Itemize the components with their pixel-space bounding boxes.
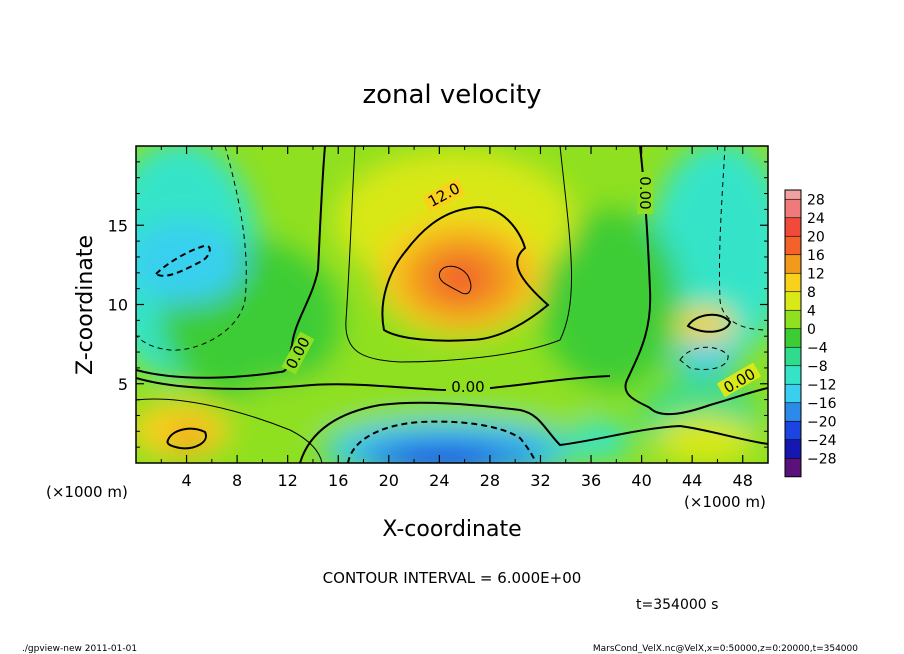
colorbar-segment (785, 402, 801, 422)
x-unit-note-right: (×1000 m) (684, 493, 766, 511)
x-tick-label: 4 (181, 471, 191, 490)
y-tick-label: 15 (108, 216, 128, 235)
colorbar-segment (785, 347, 801, 366)
x-tick-label: 32 (530, 471, 550, 490)
contour-lines (136, 146, 768, 463)
contour-neg-bottom (347, 420, 537, 463)
time-note: t=354000 s (636, 597, 718, 613)
colorbar-label: −20 (807, 414, 837, 430)
x-unit-note-left: (×1000 m) (46, 483, 128, 501)
footer-right: MarsCond_VelX.nc@VelX,x=0:50000,z=0:2000… (593, 644, 858, 654)
colorbar-frame (784, 189, 802, 478)
colorbar-label: 16 (807, 248, 825, 264)
colorbar-segment (785, 439, 801, 459)
colorbar-label: −8 (807, 359, 828, 375)
x-axis: 4 8 12 16 20 24 28 32 36 40 44 48 (160, 146, 753, 490)
contour-thin-1 (345, 146, 573, 363)
contour-thin-3 (718, 146, 768, 331)
colorbar-label: −12 (807, 377, 837, 393)
contour-thin-6 (686, 313, 732, 333)
x-tick-label: 40 (631, 471, 651, 490)
contour-zero-right (624, 146, 768, 416)
x-tick-label: 12 (278, 471, 298, 490)
contour-thin-2 (136, 146, 247, 351)
y-tick-label: 10 (108, 296, 128, 315)
contour-label-zero-1: 0.00 (451, 378, 484, 396)
colorbar-label: 28 (807, 192, 825, 208)
contour-thin-5 (166, 427, 207, 450)
colorbar-label: 24 (807, 211, 825, 227)
x-tick-label: 44 (682, 471, 702, 490)
colorbar-segment (785, 458, 801, 477)
colorbar-segment (785, 328, 801, 348)
colorbar: 28 24 20 16 12 8 4 0 −4 −8 −12 −16 −20 −24 −28 (784, 189, 837, 478)
colorbar-segment (785, 291, 801, 311)
x-tick-label: 16 (328, 471, 348, 490)
field-blobs (136, 146, 768, 463)
colorbar-label: −4 (807, 340, 828, 356)
contour-18 (438, 265, 472, 295)
colorbar-segment (785, 310, 801, 329)
x-axis-label: X-coordinate (382, 517, 521, 542)
colorbar-segment (785, 236, 801, 255)
footer-left: ./gpview-new 2011-01-01 (22, 644, 137, 654)
x-tick-label: 48 (733, 471, 753, 490)
y-axis-label: Z-coordinate (73, 235, 98, 375)
chart-title: zonal velocity (362, 80, 541, 110)
colorbar-label: −24 (807, 433, 837, 449)
colorbar-label: 8 (807, 285, 816, 301)
colorbar-segment (785, 199, 801, 218)
x-tick-label: 28 (480, 471, 500, 490)
contour-12 (381, 206, 550, 342)
colorbar-label: 12 (807, 266, 825, 282)
colorbar-segment (785, 190, 801, 200)
contour-zero-mid (136, 375, 611, 392)
colorbar-label: 0 (807, 322, 816, 338)
y-axis: 5 10 15 (108, 161, 768, 448)
colorbar-label: −16 (807, 396, 837, 412)
colorbar-segment (785, 384, 801, 403)
x-tick-label: 24 (429, 471, 449, 490)
x-tick-label: 36 (581, 471, 601, 490)
colorbar-segment (785, 217, 801, 237)
contour-thin-4 (136, 398, 323, 463)
y-tick-label: 5 (118, 375, 128, 394)
contour-zero-bottom (299, 401, 768, 463)
heatmap-field: 12.0 0.00 0.00 0.00 0.00 (136, 146, 768, 463)
x-tick-label: 8 (232, 471, 242, 490)
colorbar-segment (785, 254, 801, 274)
colorbar-label: −28 (807, 451, 837, 467)
colorbar-segment (785, 365, 801, 385)
x-tick-label: 20 (379, 471, 399, 490)
contour-label-zero-3: 0.00 (636, 176, 654, 209)
colorbar-segment (785, 273, 801, 292)
colorbar-segment (785, 421, 801, 440)
colorbar-label: 20 (807, 229, 825, 245)
contour-interval-note: CONTOUR INTERVAL = 6.000E+00 (323, 569, 582, 587)
contour-zero-left (136, 146, 326, 379)
colorbar-label: 4 (807, 303, 816, 319)
